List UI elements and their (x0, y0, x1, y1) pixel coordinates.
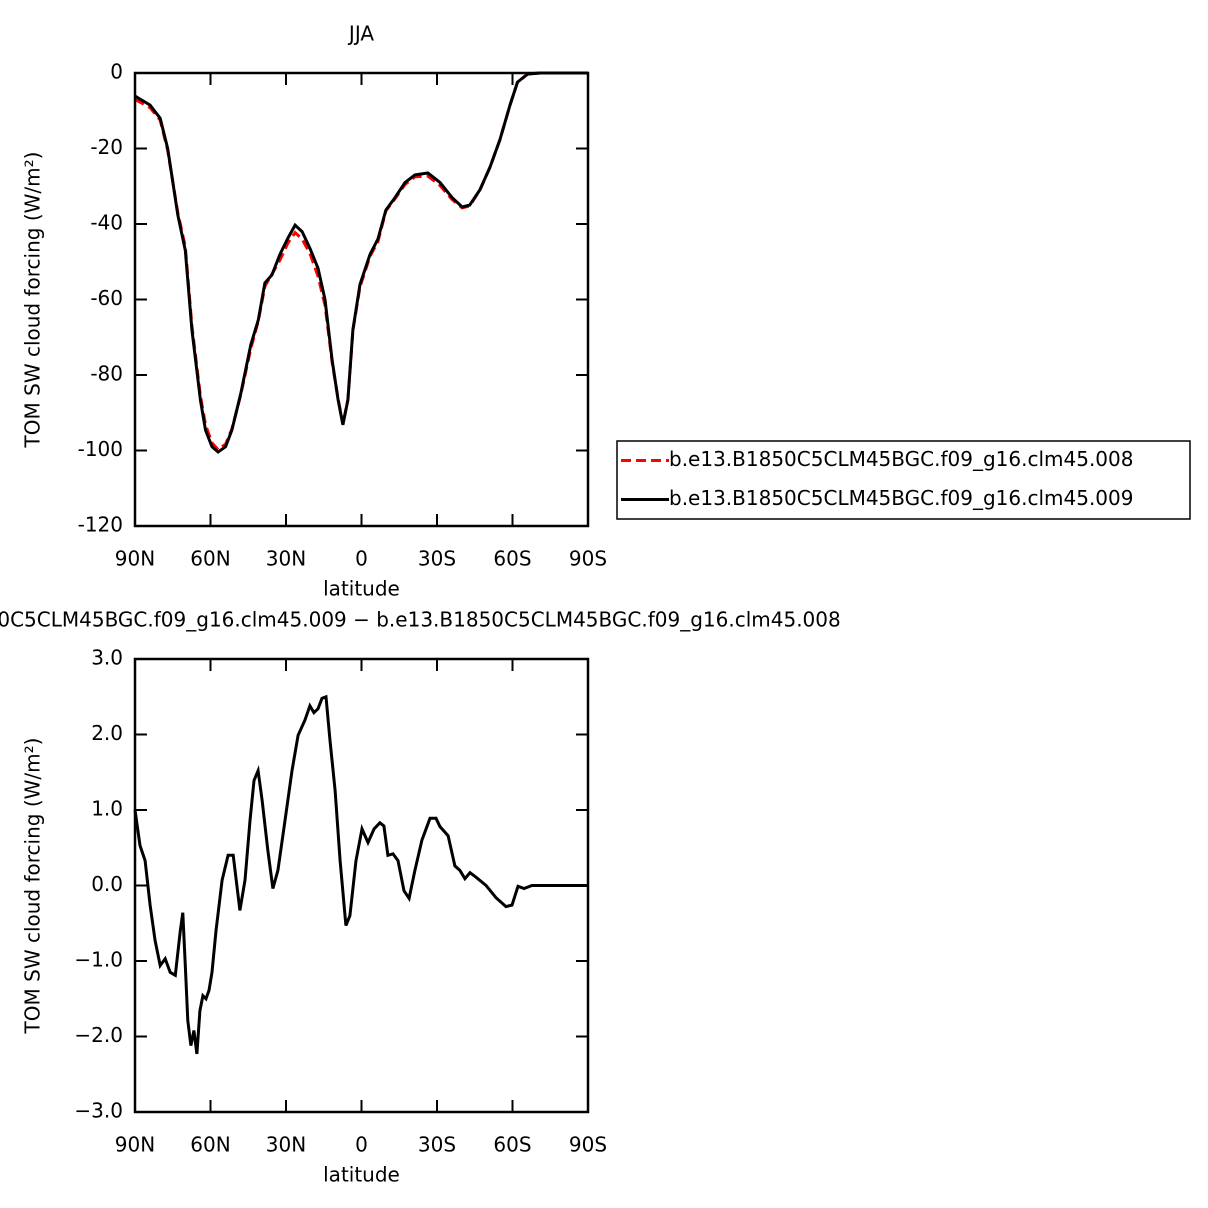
y-axis-label: TOM SW cloud forcing (W/m²) (21, 152, 45, 449)
y-axis-label: TOM SW cloud forcing (W/m²) (21, 738, 45, 1035)
plot-frame (133, 71, 590, 528)
x-axis-label: latitude (323, 1163, 400, 1187)
y-tick-label: -40 (90, 211, 123, 235)
x-tick-label: 60S (493, 547, 531, 571)
x-tick-label: 0 (355, 547, 368, 571)
series-line (133, 694, 588, 1055)
x-tick-label: 60N (190, 1133, 230, 1157)
x-tick-label: 30S (418, 1133, 456, 1157)
y-tick-label: -100 (78, 437, 123, 461)
plot-frame (133, 657, 590, 1114)
x-tick-label: 0 (355, 1133, 368, 1157)
chart-title: JJA (347, 22, 374, 46)
x-tick-label: 30N (266, 1133, 306, 1157)
x-tick-label: 90S (569, 547, 607, 571)
y-tick-label: 2.0 (91, 721, 123, 745)
y-tick-label: 0.0 (91, 872, 123, 896)
x-tick-label: 30S (418, 547, 456, 571)
series-line (134, 71, 588, 454)
y-tick-label: −2.0 (74, 1023, 123, 1047)
x-tick-label: 60N (190, 547, 230, 571)
y-tick-label: −1.0 (74, 948, 123, 972)
legend-label: b.e13.B1850C5CLM45BGC.f09_g16.clm45.008 (669, 447, 1133, 471)
y-tick-label: −3.0 (74, 1099, 123, 1123)
x-tick-label: 90N (115, 547, 155, 571)
y-tick-label: -60 (90, 286, 123, 310)
y-tick-label: 1.0 (91, 797, 123, 821)
x-axis-label: latitude (323, 577, 400, 601)
y-tick-label: -120 (78, 513, 123, 537)
x-tick-label: 60S (493, 1133, 531, 1157)
x-tick-label: 30N (266, 547, 306, 571)
chart-title: b.e13.B1850C5CLM45BGC.f09_g16.clm45.009 … (0, 608, 841, 632)
y-tick-label: 0 (110, 60, 123, 84)
legend-box (616, 440, 1191, 520)
x-tick-label: 90S (569, 1133, 607, 1157)
series-line (134, 71, 588, 452)
legend-label: b.e13.B1850C5CLM45BGC.f09_g16.clm45.009 (669, 486, 1133, 510)
y-tick-label: -20 (90, 135, 123, 159)
y-tick-label: -80 (90, 362, 123, 386)
x-tick-label: 90N (115, 1133, 155, 1157)
y-tick-label: 3.0 (91, 646, 123, 670)
